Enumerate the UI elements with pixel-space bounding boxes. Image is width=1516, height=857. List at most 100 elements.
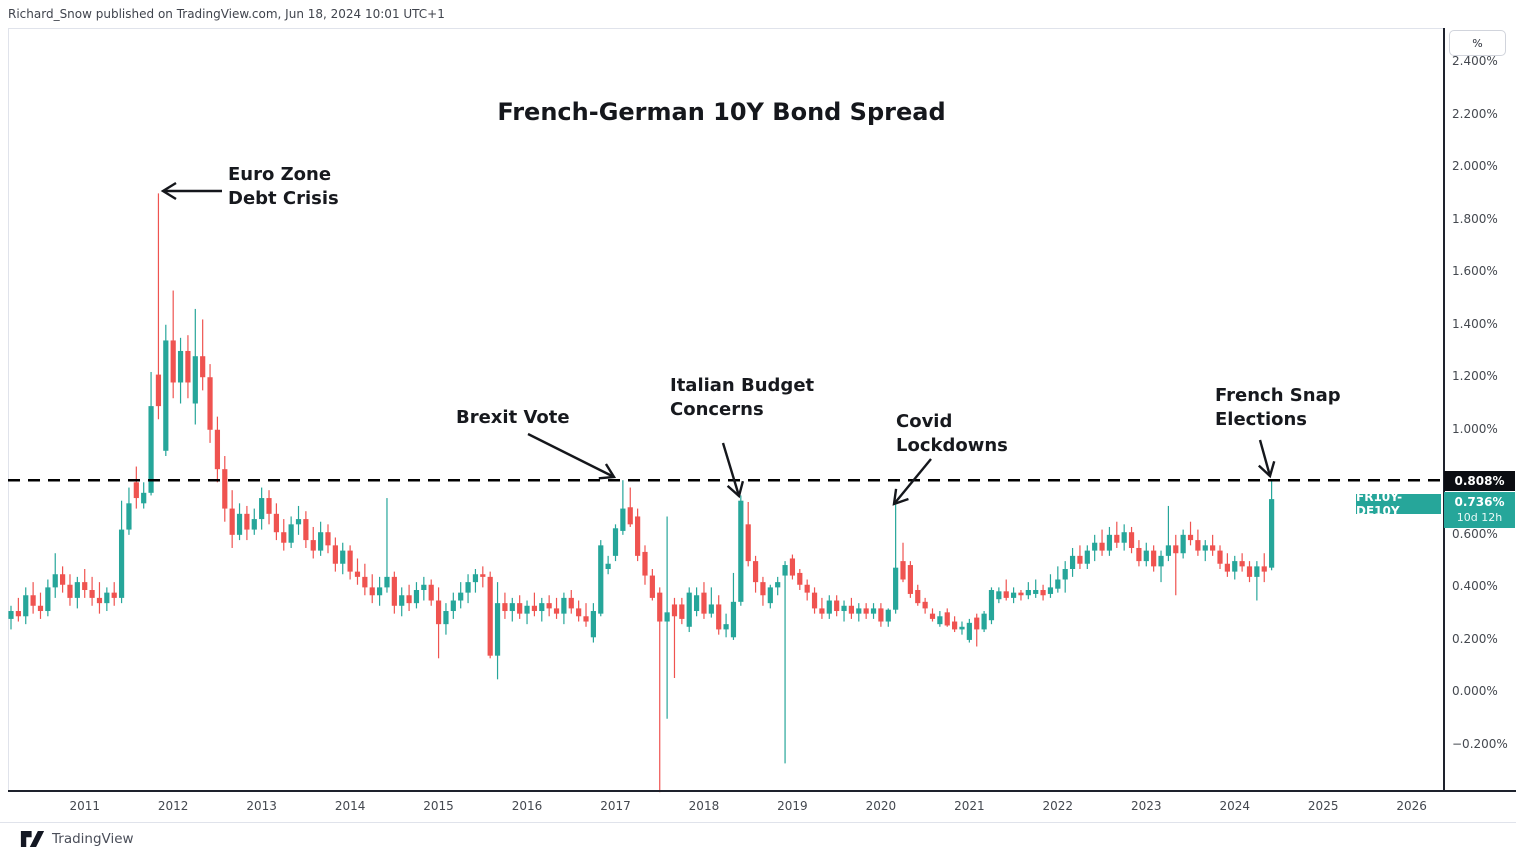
candle[interactable] [450, 592, 456, 619]
candle[interactable] [612, 524, 619, 562]
candle[interactable] [804, 579, 810, 601]
candle[interactable] [82, 568, 88, 598]
candle[interactable] [826, 595, 832, 619]
candle[interactable] [590, 603, 596, 643]
candle[interactable] [546, 595, 552, 617]
candle[interactable] [384, 498, 390, 593]
candle[interactable] [627, 487, 633, 527]
candle[interactable] [539, 597, 545, 622]
candle[interactable] [937, 611, 943, 627]
candle[interactable] [1246, 561, 1253, 583]
candle[interactable] [1254, 561, 1260, 601]
candle[interactable] [200, 319, 206, 391]
candle[interactable] [620, 480, 626, 535]
candle[interactable] [775, 576, 781, 596]
candle[interactable] [1187, 521, 1194, 546]
candle[interactable] [782, 561, 788, 764]
candle[interactable] [1040, 584, 1046, 601]
candle[interactable] [1180, 529, 1186, 559]
candle[interactable] [104, 587, 110, 612]
candle[interactable] [273, 503, 279, 541]
candle[interactable] [435, 587, 442, 659]
candle[interactable] [465, 574, 471, 604]
candle[interactable] [856, 603, 862, 622]
candle[interactable] [885, 608, 891, 627]
candle[interactable] [679, 597, 685, 625]
candle[interactable] [686, 587, 692, 633]
candle[interactable] [155, 193, 162, 420]
candle[interactable] [848, 597, 855, 619]
candle[interactable] [185, 335, 191, 399]
candle[interactable] [1025, 582, 1031, 600]
candle[interactable] [1136, 540, 1142, 567]
candle[interactable] [45, 579, 51, 617]
candle[interactable] [671, 597, 678, 679]
candle[interactable] [553, 597, 560, 619]
tradingview-attribution[interactable]: TradingView [20, 828, 134, 850]
candle[interactable] [1158, 550, 1164, 583]
candle[interactable] [907, 561, 913, 598]
candle[interactable] [760, 576, 766, 606]
candle[interactable] [789, 554, 796, 580]
candle[interactable] [96, 582, 103, 614]
candle[interactable] [988, 587, 995, 625]
candle[interactable] [111, 582, 117, 606]
candle[interactable] [487, 571, 493, 659]
candle[interactable] [1217, 545, 1223, 569]
candle[interactable] [1092, 534, 1098, 562]
candle[interactable] [421, 576, 427, 601]
candle[interactable] [347, 545, 353, 580]
candle[interactable] [878, 603, 884, 627]
candle[interactable] [863, 603, 869, 619]
candle[interactable] [480, 566, 486, 588]
candle[interactable] [664, 516, 670, 719]
candle[interactable] [23, 587, 29, 625]
candle[interactable] [583, 603, 589, 627]
candle[interactable] [413, 582, 420, 609]
candle[interactable] [259, 487, 265, 530]
candle[interactable] [251, 508, 257, 535]
candle[interactable] [163, 324, 169, 457]
candle[interactable] [192, 308, 198, 425]
candle[interactable] [502, 592, 508, 619]
candle[interactable] [893, 504, 899, 614]
candle[interactable] [74, 576, 80, 609]
candle[interactable] [996, 587, 1002, 604]
candle[interactable] [981, 611, 987, 633]
candle[interactable] [723, 613, 729, 638]
candle[interactable] [819, 597, 825, 619]
candle[interactable] [472, 568, 479, 593]
candle[interactable] [1018, 590, 1024, 601]
candle[interactable] [207, 364, 213, 443]
candle[interactable] [428, 579, 434, 606]
candle[interactable] [730, 572, 737, 640]
candle[interactable] [1121, 524, 1127, 551]
candle[interactable] [915, 584, 921, 606]
candle[interactable] [738, 495, 744, 606]
candle[interactable] [222, 456, 228, 522]
candle[interactable] [244, 505, 250, 541]
candle[interactable] [1269, 480, 1275, 571]
candle[interactable] [1106, 526, 1113, 556]
candle[interactable] [1195, 529, 1201, 556]
candle[interactable] [443, 603, 449, 635]
candle[interactable] [236, 503, 243, 541]
candle[interactable] [576, 600, 582, 622]
candle[interactable] [1077, 545, 1083, 569]
candle[interactable] [974, 613, 980, 647]
candle[interactable] [531, 592, 538, 617]
candle[interactable] [362, 563, 368, 596]
candle[interactable] [67, 574, 73, 606]
candle[interactable] [89, 576, 95, 606]
candle[interactable] [310, 526, 316, 559]
candle[interactable] [1062, 561, 1068, 593]
candle[interactable] [60, 566, 66, 593]
candle[interactable] [900, 542, 906, 583]
candle[interactable] [1224, 553, 1230, 577]
candle[interactable] [517, 595, 523, 619]
candle[interactable] [716, 595, 722, 635]
candle[interactable] [1114, 521, 1120, 548]
candle[interactable] [1232, 555, 1238, 580]
candle[interactable] [148, 371, 154, 496]
candle[interactable] [1003, 579, 1009, 601]
